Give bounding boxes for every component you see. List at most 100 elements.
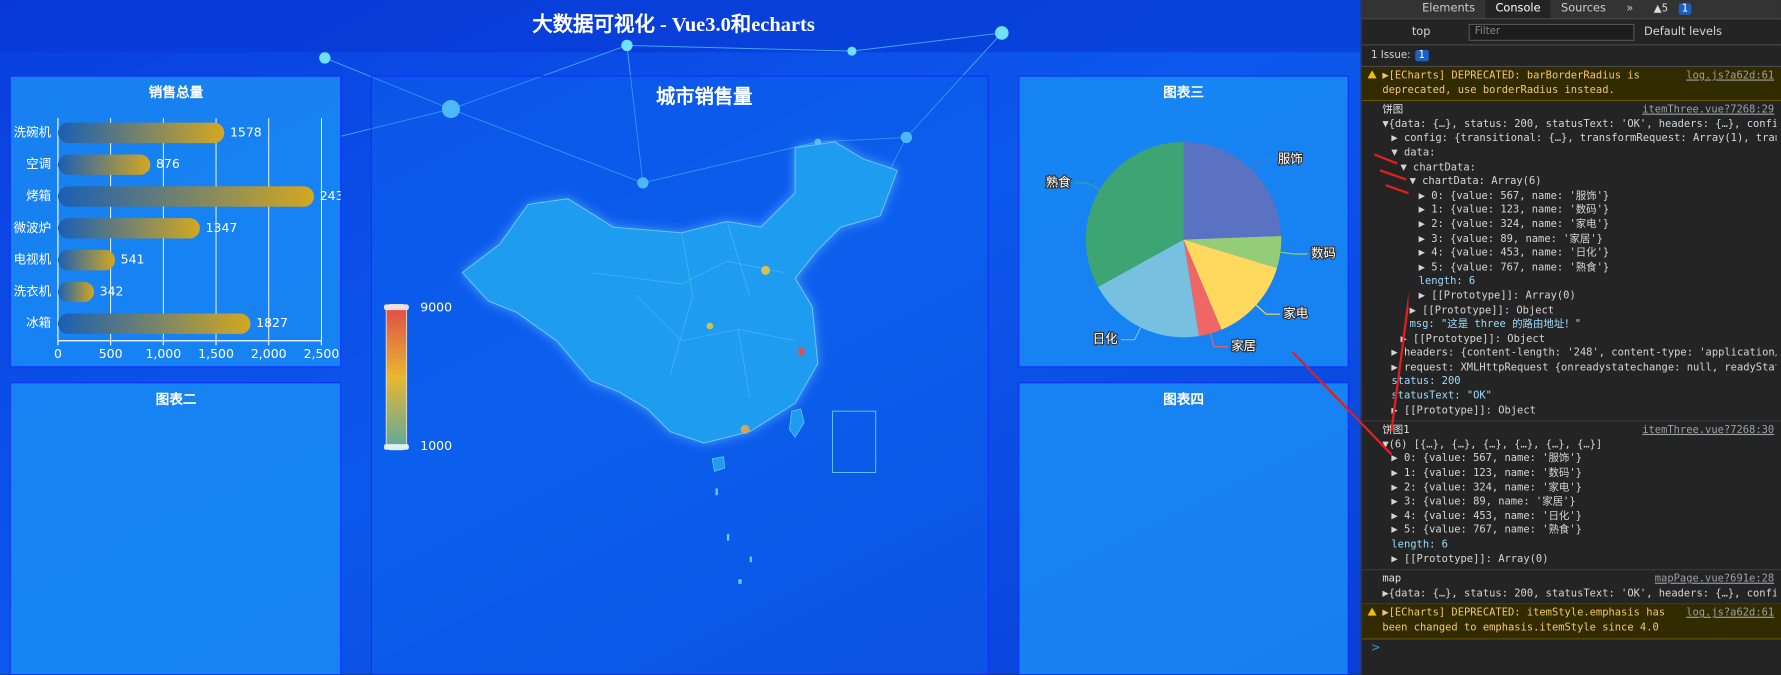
log-line[interactable]: ▶ 4: {value: 453, name: '日化'} [1391,509,1582,523]
log-line[interactable]: ▶ config: {transitional: {…}, transformR… [1391,132,1777,145]
value-label: 1347 [206,220,238,235]
category-label: 烤箱 [26,188,51,203]
log-line[interactable]: ▼ chartData: Array(6) [1409,175,1542,188]
header-band [0,0,1361,53]
source-link[interactable]: itemThree.vue?7268:30 [1642,423,1775,437]
log-line[interactable]: ▼ data: [1391,146,1436,159]
log-line[interactable]: statusText: "OK" [1391,389,1492,403]
warning-text: ▶[ECharts] DEPRECATED: itemStyle.emphasi… [1382,606,1666,634]
value-label: 342 [100,283,124,298]
warning-icon [1367,70,1377,79]
log-line[interactable]: length: 6 [1418,275,1476,288]
console-message: itemThree.vue?7268:29 饼图 ▼{data: {…}, stat… [1361,101,1781,422]
log-line[interactable]: ▶ [[Prototype]]: Array(0) [1418,289,1576,303]
warnings-badge[interactable]: ▲5 [1653,3,1669,15]
value-label: 541 [121,252,145,267]
log-line[interactable]: ▶ [[Prototype]]: Object [1391,403,1536,417]
category-label: 洗碗机 [14,124,52,139]
log-line[interactable]: ▶ 0: {value: 567, name: '服饰'} [1418,189,1610,202]
log-line[interactable]: ▶ 5: {value: 767, name: '熟食'} [1391,524,1582,537]
warning-text: ▶[ECharts] DEPRECATED: barBorderRadius i… [1382,69,1640,97]
category-label: 微波炉 [14,220,51,235]
log-label: map [1382,572,1402,586]
log-line[interactable]: ▶ 2: {value: 324, name: '家电'} [1391,481,1582,494]
visual-map: 9000 1000 [383,299,452,453]
bar [57,281,94,303]
page-title: 大数据可视化 - Vue3.0和echarts [532,12,815,36]
log-line[interactable]: ▶ [[Prototype]]: Object [1409,303,1555,317]
value-label: 1578 [230,124,262,139]
bar [57,249,115,271]
issues-count[interactable]: 1 [1415,49,1429,62]
console-toolbar: top Filter Default levels [1361,19,1781,46]
source-link[interactable]: itemThree.vue?7268:29 [1642,103,1775,117]
log-line[interactable]: ▶ headers: {content-length: '248', conte… [1391,346,1777,360]
tab[interactable]: Elements [1422,2,1476,15]
bar [57,122,225,144]
tab[interactable]: Sources [1561,2,1606,15]
dashboard: 大数据可视化 - Vue3.0和echarts 销售总量 图表二 城市销售量 图… [0,0,1361,675]
source-link[interactable]: mapPage.vue?691e:28 [1654,572,1775,586]
category-label: 电视机 [14,252,52,267]
panel-title: 图表三 [1163,84,1204,101]
console: log.js?a62d:61 ▶[ECharts] DEPRECATED: bar… [1361,67,1781,639]
issues-bar: 1 Issue: 1 [1361,45,1781,68]
category-label: 空调 [26,156,51,171]
issues-label[interactable]: 1 Issue: [1370,49,1411,62]
warning-icon [1367,608,1377,617]
log-line[interactable]: ▶ 4: {value: 453, name: '日化'} [1418,246,1610,260]
console-message: log.js?a62d:61 ▶[ECharts] DEPRECATED: ite… [1361,604,1781,639]
more-tabs[interactable]: » [1626,2,1634,15]
log-line[interactable]: ▶ [[Prototype]]: Object [1400,332,1546,345]
log-line[interactable]: ▶ request: XMLHttpRequest {onreadystatec… [1391,361,1777,374]
leader-line [1255,304,1280,315]
log-line[interactable]: length: 6 [1391,538,1448,551]
log-label: 饼图 [1382,103,1404,117]
x-tick-label: 2,500 [304,346,340,361]
filter-input[interactable]: Filter [1469,23,1635,41]
slice-label: 数码 [1311,245,1336,260]
log-line[interactable]: ▼ chartData: [1400,160,1476,174]
context-select[interactable]: top [1411,25,1431,39]
log-line[interactable]: ▶ 3: {value: 89, name: '家居'} [1418,232,1603,245]
source-link[interactable]: log.js?a62d:61 [1686,606,1775,620]
log-line[interactable]: status: 200 [1391,375,1461,388]
log-line[interactable]: ▶ [[Prototype]]: Array(0) [1391,552,1549,566]
bar [57,154,151,175]
log-line[interactable]: ▶ 0: {value: 567, name: '服饰'} [1391,452,1582,466]
bar [57,313,251,334]
log-line[interactable]: ▶ 1: {value: 123, name: '数码'} [1391,466,1582,480]
leader-line [1074,182,1100,191]
log-line[interactable]: msg: "这是 three 的路由地址！" [1409,318,1582,331]
annotation-arrows [1291,153,1409,456]
log-line[interactable]: ▼(6) [{…}, {…}, {…}, {…}, {…}, {…}] [1382,438,1603,451]
leader-line [1209,333,1228,348]
levels-select[interactable]: Default levels [1644,25,1723,39]
log-line[interactable]: ▶ 1: {value: 123, name: '数码'} [1418,203,1610,217]
log-line[interactable]: ▶{data: {…}, status: 200, statusText: 'O… [1382,586,1776,600]
category-label: 冰箱 [26,315,51,330]
log-line[interactable]: ▼{data: {…}, status: 200, statusText: 'O… [1382,117,1776,131]
slice-label: 家居 [1231,338,1256,353]
log-label: 饼图1 [1382,423,1410,437]
source-link[interactable]: log.js?a62d:61 [1686,69,1775,82]
console-prompt[interactable]: > [1370,641,1381,654]
panel-title: 图表四 [1163,391,1204,408]
log-line[interactable]: ▶ 5: {value: 767, name: '熟食'} [1418,260,1610,274]
log-line[interactable]: ▶ 2: {value: 324, name: '家电'} [1418,218,1610,231]
leader-line [1250,158,1275,170]
x-tick-label: 500 [99,346,123,361]
tab[interactable]: Console [1485,0,1551,19]
log-line[interactable]: ▶ 3: {value: 89, name: '家居'} [1391,495,1576,508]
decor-lines [324,32,1003,194]
pie-slice [1097,239,1199,338]
x-tick-label: 1,000 [145,346,181,361]
tab-bar: Elements Console Sources » ▲5 1 [1361,0,1781,20]
leader-line [1280,251,1308,255]
messages-badge[interactable]: 1 [1678,3,1692,15]
pie-slice [1183,239,1277,330]
bar [57,218,200,239]
x-tick-label: 2,000 [251,346,287,361]
console-message: log.js?a62d:61 ▶[ECharts] DEPRECATED: bar… [1361,67,1781,102]
